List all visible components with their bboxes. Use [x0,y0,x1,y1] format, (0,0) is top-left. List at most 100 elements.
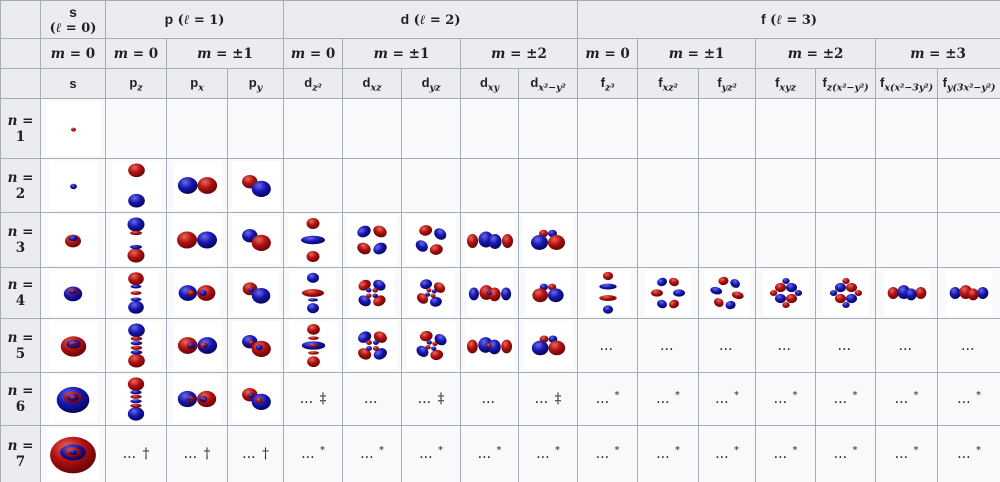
cell-n3-dx2y2 [518,212,579,268]
cell-n4-px [166,267,228,319]
col-header-s: s [40,68,106,99]
orbital-image-5dxz[interactable] [347,321,397,370]
orbital-image-2py[interactable] [231,161,280,210]
orbital-image-6pz[interactable] [112,375,160,423]
orbital-image-3dyz[interactable] [406,215,457,265]
orbital-image-4dxy[interactable] [466,270,513,316]
cell-n7-py: … † [226,425,285,482]
orbital-image-5dxy[interactable] [465,321,515,370]
orbital-image-4fxx2m3y2[interactable] [883,270,930,316]
cell-n6-dyz: … ‡ [401,372,462,426]
cell-n6-fxx2m3y2: … * [875,372,939,426]
cell-n3-pz [105,212,167,268]
cell-n5-s [40,318,106,373]
continuation-note: … * [360,444,384,463]
row-header-n1: n = 1 [0,98,41,159]
continuation-note: … * [833,389,858,408]
orbital-image-4pz[interactable] [113,270,159,316]
continuation-note: … * [773,444,798,463]
orbital-image-3dxz[interactable] [347,215,398,265]
orbital-image-5pz[interactable] [111,321,161,370]
orbital-image-4s[interactable] [50,270,96,316]
continuation-note: … * [957,389,981,408]
m-header-f-6: m = 0 [577,38,639,69]
continuation-note: … [599,337,616,354]
cell-n4-dyz [401,267,462,319]
orbital-image-4fy3x2my2[interactable] [946,270,993,316]
continuation-note: … ‡ [417,391,445,407]
orbital-image-6py[interactable] [231,375,280,423]
cell-n5-pz [105,318,167,373]
orbital-image-7s[interactable] [47,428,99,480]
orbital-image-2pz[interactable] [111,161,161,210]
col-header-fxx2m3y2: fx(x²−3y²) [875,68,939,99]
orbital-image-3py[interactable] [231,216,280,264]
cell-n6-dx2y2: … ‡ [518,372,579,426]
orbital-image-4dx2y2[interactable] [525,270,572,316]
table-row-n5: n = 5………………… [0,318,1000,373]
orbital-image-3dz2[interactable] [288,215,339,265]
cell-n4-fxyz [755,267,817,319]
col-header-dxy: dxy [460,68,520,99]
cell-n7-fzx2y2: … * [815,425,877,482]
table-row-n7: n = 7 … † … † … † … * … * … * … * … * … * … * … * … * … * … * … * [0,425,1000,482]
cell-n5-fxz2: … [637,318,700,373]
continuation-note: … [837,337,854,354]
row-header-n2: n = 2 [0,158,41,213]
orbital-image-3dx2y2[interactable] [523,215,574,265]
cell-n5-fy3x2my2: … [937,318,1000,373]
cell-n7-dx2y2: … * [518,425,579,482]
orbital-image-4px[interactable] [174,270,220,316]
orbital-image-5s[interactable] [48,321,98,370]
cell-n3-fzx2y2-empty [815,212,877,268]
cell-n5-dx2y2 [518,318,579,373]
cell-n5-dxz [342,318,403,373]
orbital-image-4fxz2[interactable] [645,270,692,316]
col-header-fxz2: fxz² [637,68,700,99]
orbital-image-4fz3[interactable] [584,270,631,316]
orbital-image-4fyz2[interactable] [704,270,751,316]
orbital-image-5py[interactable] [231,321,280,370]
orbital-image-5px[interactable] [172,321,222,370]
orbital-image-6s[interactable] [49,375,97,423]
orbital-image-2px[interactable] [172,161,222,210]
orbital-image-4dyz[interactable] [408,270,455,316]
cell-n1-fz3-empty [577,98,639,159]
orbital-image-4fzx2y2[interactable] [822,270,869,316]
cell-n2-dxy-empty [460,158,520,213]
orbital-image-6px[interactable] [173,375,221,423]
table-row-n4: n = 4 [0,267,1000,319]
cell-n5-fxx2m3y2: … [875,318,939,373]
orbital-image-1s[interactable] [45,101,101,156]
orbital-image-3dxy[interactable] [464,215,515,265]
orbital-image-2s[interactable] [48,161,98,210]
cell-n1-dxz-empty [342,98,403,159]
cell-n7-pz: … † [105,425,167,482]
continuation-note: … * [477,444,502,463]
orbital-image-5dyz[interactable] [406,321,456,370]
cell-n2-fzx2y2-empty [815,158,877,213]
cell-n2-py [226,158,285,213]
cell-n4-fyz2 [698,267,757,319]
orbital-image-4fxyz[interactable] [762,270,809,316]
continuation-note: … * [957,444,981,463]
cell-n5-fyz2: … [698,318,757,373]
orbital-image-3pz[interactable] [111,215,161,265]
orbital-image-3px[interactable] [172,215,222,265]
orbital-image-4dz2[interactable] [290,270,337,316]
cell-n1-dx2y2-empty [518,98,579,159]
cell-n4-dx2y2 [518,267,579,319]
orbital-image-5dz2[interactable] [288,321,338,370]
cell-n4-fy3x2my2 [937,267,1000,319]
cell-n7-dxy: … * [460,425,520,482]
cell-n5-dxy [460,318,520,373]
orbital-image-4py[interactable] [232,270,279,316]
orbital-image-4dxz[interactable] [349,270,396,316]
cell-n2-px [166,158,228,213]
m-header-f-8: m = ±2 [755,38,877,69]
cell-n5-py [226,318,285,373]
orbital-image-3s[interactable] [48,215,98,265]
orbital-image-5dx2y2[interactable] [523,321,573,370]
cell-n2-fxz2-empty [637,158,700,213]
